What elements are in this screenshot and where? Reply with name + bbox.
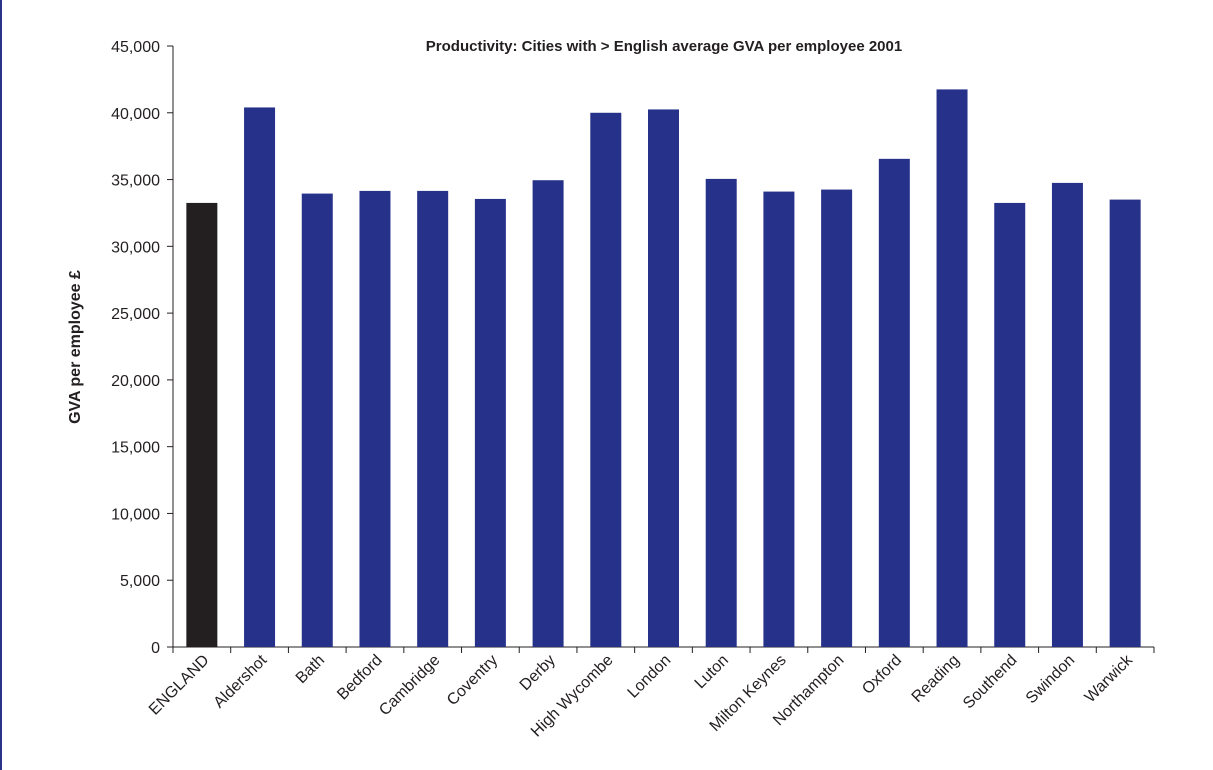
y-tick-label: 45,000 (111, 39, 160, 56)
bar-reading (936, 89, 968, 647)
y-axis-label: GVA per employee £ (67, 270, 84, 424)
y-tick-label: 15,000 (111, 440, 160, 457)
bar-luton (705, 178, 737, 648)
x-tick-label: Aldershot (211, 651, 271, 711)
y-tick-label: 35,000 (111, 173, 160, 190)
bar-coventry (474, 198, 506, 647)
x-tick-label: Swindon (1023, 652, 1078, 707)
bar-high-wycombe (590, 112, 622, 648)
x-tick-label: Reading (909, 652, 963, 706)
bar-swindon (1051, 182, 1083, 647)
x-tick-label: Warwick (1082, 651, 1137, 706)
bar-northampton (821, 189, 853, 648)
y-tick-label: 40,000 (111, 106, 160, 123)
bar-milton-keynes (763, 191, 795, 647)
bars (186, 89, 1141, 648)
y-tick-label: 5,000 (120, 573, 160, 590)
bar-oxford (878, 158, 910, 648)
x-tick-label: Bedford (334, 652, 386, 704)
x-tick-label: ENGLAND (146, 652, 213, 719)
x-tick-label: Southend (960, 652, 1020, 712)
y-tick-label: 10,000 (111, 506, 160, 523)
bar-bedford (359, 190, 391, 647)
chart-title: Productivity: Cities with > English aver… (426, 38, 902, 55)
x-tick-label: Derby (517, 652, 559, 694)
bar-derby (532, 180, 564, 647)
y-tick-label: 0 (151, 640, 160, 657)
x-tick-label: Coventry (444, 652, 501, 709)
bar-cambridge (417, 190, 449, 647)
y-tick-label: 20,000 (111, 373, 160, 390)
bar-southend (994, 202, 1026, 647)
bar-london (648, 109, 679, 647)
x-tick-label: Bath (293, 652, 328, 687)
x-tick-label: London (625, 652, 675, 702)
x-tick-label: Luton (692, 652, 732, 692)
bar-aldershot (244, 107, 276, 648)
bar-warwick (1109, 199, 1141, 648)
x-tick-label: Oxford (859, 652, 905, 698)
y-ticks: 0 5,000 10,000 15,000 20,000 25,000 30,000 35,0… (111, 39, 173, 657)
y-tick-label: 25,000 (111, 306, 160, 323)
x-tick-label: Cambridge (376, 652, 443, 719)
y-tick-label: 30,000 (111, 239, 160, 256)
frame-border (0, 0, 2, 770)
bar-bath (301, 193, 333, 647)
bar-england (186, 202, 218, 647)
